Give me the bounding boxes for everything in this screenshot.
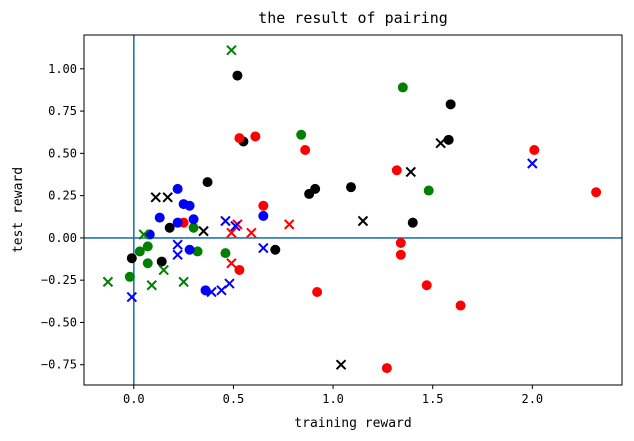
point-black-x bbox=[150, 192, 161, 203]
point-black-x bbox=[335, 359, 347, 370]
point-green-x bbox=[226, 45, 237, 56]
point-green-circle bbox=[124, 271, 135, 282]
y-tick-label: −0.25 bbox=[41, 273, 77, 287]
point-black-x bbox=[162, 192, 173, 203]
point-blue-x bbox=[216, 285, 227, 296]
point-black-x bbox=[357, 215, 369, 227]
point-black-circle bbox=[202, 177, 213, 188]
point-black-x bbox=[198, 225, 209, 237]
point-blue-circle bbox=[258, 210, 269, 221]
point-green-circle bbox=[188, 222, 199, 233]
point-green-circle bbox=[134, 246, 145, 257]
point-red-circle bbox=[312, 287, 323, 298]
y-tick-label: −0.75 bbox=[41, 358, 77, 372]
point-blue-circle bbox=[184, 200, 195, 211]
point-red-x bbox=[226, 227, 237, 239]
x-axis: 0.0 0.5 1.0 1.5 2.0 bbox=[123, 385, 543, 406]
point-green-circle bbox=[220, 248, 231, 259]
point-red-circle bbox=[250, 131, 261, 142]
point-red-x bbox=[246, 227, 257, 239]
point-blue-x bbox=[172, 249, 183, 261]
point-black-circle bbox=[164, 222, 175, 233]
point-blue-x bbox=[527, 158, 538, 169]
point-red-x bbox=[284, 219, 295, 230]
point-green-circle bbox=[296, 129, 307, 140]
point-black-circle bbox=[232, 70, 243, 81]
y-tick-label: 1.00 bbox=[48, 62, 77, 76]
x-tick-label: 1.5 bbox=[422, 392, 444, 406]
plot-frame bbox=[83, 34, 623, 386]
point-black-x bbox=[405, 166, 416, 178]
point-red-circle bbox=[300, 144, 311, 155]
point-red-circle bbox=[395, 249, 406, 260]
point-blue-circle bbox=[172, 217, 183, 228]
point-green-x bbox=[138, 229, 149, 240]
point-black-x bbox=[435, 138, 446, 149]
y-tick-label: 0.00 bbox=[48, 231, 77, 245]
point-blue-circle bbox=[154, 212, 165, 223]
x-tick-label: 2.0 bbox=[521, 392, 543, 406]
point-green-x bbox=[102, 276, 114, 288]
point-black-circle bbox=[156, 256, 167, 267]
point-black-circle bbox=[443, 134, 454, 145]
point-blue-circle bbox=[188, 214, 199, 225]
chart-title: the result of pairing bbox=[258, 9, 448, 27]
point-black-circle bbox=[445, 99, 456, 110]
point-blue-x bbox=[172, 239, 183, 250]
y-axis: −0.75 −0.50 −0.25 0.00 0.25 0.50 0.75 1.00 bbox=[41, 62, 84, 372]
point-blue-x bbox=[126, 291, 138, 303]
point-black-circle bbox=[270, 244, 281, 255]
point-green-x bbox=[146, 280, 157, 291]
point-blue-x bbox=[258, 242, 269, 254]
point-blue-circle bbox=[172, 183, 183, 194]
point-green-circle bbox=[397, 82, 408, 93]
point-red-circle bbox=[234, 133, 245, 144]
point-green-circle bbox=[423, 185, 434, 196]
plot-area bbox=[84, 35, 622, 385]
point-red-circle bbox=[391, 165, 402, 176]
point-red-circle bbox=[234, 265, 245, 276]
point-blue-x bbox=[206, 286, 217, 298]
point-red-circle bbox=[455, 300, 466, 311]
point-green-circle bbox=[192, 246, 203, 257]
point-red-circle bbox=[258, 200, 269, 211]
point-green-x bbox=[158, 264, 169, 276]
y-tick-label: 0.25 bbox=[48, 189, 77, 203]
point-black-circle bbox=[407, 217, 418, 228]
y-tick-label: 0.50 bbox=[48, 146, 77, 160]
point-black-circle bbox=[304, 188, 315, 199]
point-blue-circle bbox=[184, 244, 195, 255]
x-tick-label: 1.0 bbox=[322, 392, 344, 406]
point-red-circle bbox=[421, 280, 432, 291]
y-tick-label: 0.75 bbox=[48, 104, 77, 118]
y-tick-label: −0.50 bbox=[41, 315, 77, 329]
point-blue-x bbox=[230, 220, 241, 232]
point-black-circle bbox=[346, 182, 357, 193]
point-red-circle bbox=[381, 363, 392, 374]
point-black-circle bbox=[126, 253, 137, 264]
point-red-circle bbox=[591, 187, 602, 198]
x-tick-label: 0.0 bbox=[123, 392, 145, 406]
point-red-circle bbox=[529, 144, 540, 155]
x-axis-label: training reward bbox=[294, 416, 411, 431]
y-axis-label: test reward bbox=[11, 167, 26, 253]
point-green-circle bbox=[142, 241, 153, 252]
point-red-circle bbox=[395, 237, 406, 248]
point-blue-x bbox=[220, 215, 231, 227]
point-red-x bbox=[226, 258, 237, 269]
point-green-x bbox=[178, 276, 189, 288]
x-tick-label: 0.5 bbox=[223, 392, 245, 406]
point-green-circle bbox=[142, 258, 153, 269]
